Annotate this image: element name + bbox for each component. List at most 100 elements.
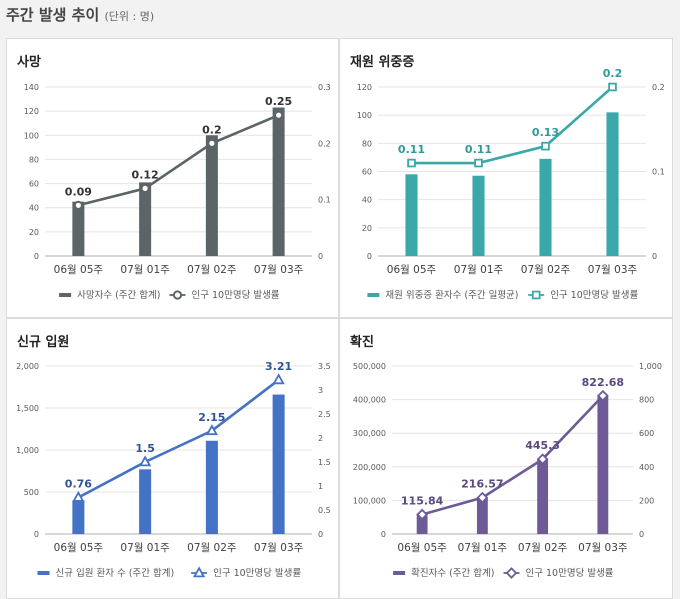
rate-point — [72, 490, 85, 502]
bar — [606, 112, 619, 256]
bar — [205, 440, 218, 534]
bar — [476, 497, 488, 534]
rate-data-label: 0.09 — [65, 185, 92, 198]
legend: 확진자수 (주간 합계) 인구 10만명당 발생률 — [393, 567, 614, 579]
rate-point — [474, 158, 483, 168]
legend-bar-swatch — [367, 293, 380, 297]
left-axis-tick-label: 500,000 — [353, 362, 386, 371]
rate-point — [272, 373, 285, 385]
rate-data-label: 445.3 — [525, 439, 560, 452]
legend-line-label: 인구 10만명당 발생률 — [213, 568, 301, 579]
right-axis-tick-label: 800 — [639, 396, 654, 405]
x-axis-tick-label: 07월 01주 — [120, 542, 170, 554]
bar — [539, 158, 552, 256]
bar — [537, 458, 549, 534]
left-axis-tick-label: 120 — [24, 107, 39, 116]
left-axis-tick-label: 100 — [24, 131, 39, 140]
right-axis-tick-label: 0.2 — [318, 139, 331, 148]
chart-title: 신규 입원 — [17, 335, 70, 350]
left-axis-tick-label: 20 — [362, 224, 372, 233]
chart-deaths: 0 20 40 60 80 100 120 140 0 0.1 0.2 0.3 06월 05주 07월 0… — [24, 83, 331, 301]
bar — [272, 394, 285, 534]
rate-point — [407, 158, 416, 168]
chart-title: 사망 — [17, 55, 41, 70]
x-axis-tick-label: 06월 05주 — [387, 264, 437, 276]
rate-point — [608, 82, 617, 92]
left-axis-tick-label: 80 — [29, 155, 39, 164]
right-axis-tick-label: 600 — [639, 429, 654, 438]
right-axis-tick-label: 400 — [639, 463, 654, 472]
left-axis-tick-label: 0 — [367, 252, 372, 261]
x-axis-tick-label: 07월 02주 — [521, 264, 571, 276]
left-axis-tick-label: 120 — [357, 83, 372, 92]
x-axis-tick-label: 07월 01주 — [120, 264, 170, 276]
legend: 사망자수 (주간 합계) 인구 10만명당 발생률 — [59, 289, 280, 301]
left-axis-tick-label: 140 — [24, 83, 39, 92]
right-axis-tick-label: 0 — [652, 252, 657, 261]
rate-data-label: 822.68 — [582, 376, 624, 389]
rate-data-label: 0.2 — [202, 123, 222, 136]
bar — [472, 175, 485, 256]
right-axis-tick-label: 0 — [639, 530, 644, 539]
bar — [416, 513, 428, 534]
rate-point — [476, 491, 489, 504]
rate-line — [77, 378, 280, 499]
x-axis-tick-label: 06월 05주 — [54, 542, 104, 554]
left-axis-tick-label: 0 — [381, 530, 386, 539]
rate-data-label: 0.13 — [532, 126, 559, 139]
left-axis-tick-label: 0 — [34, 530, 39, 539]
bar — [139, 182, 152, 256]
rate-line — [78, 113, 280, 207]
chart-panel-admissions: 신규 입원 0 500 1,000 1,500 2,000 0 0.5 1 1.5 2 2.5 3 3.… — [6, 318, 339, 599]
right-axis-tick-label: 0 — [318, 252, 323, 261]
legend-bar-swatch — [59, 293, 72, 297]
bar — [597, 395, 609, 534]
right-axis-tick-label: 3 — [318, 386, 323, 395]
rate-line — [421, 394, 604, 516]
bar — [72, 201, 85, 256]
rate-point — [140, 183, 150, 193]
x-axis-tick-label: 06월 05주 — [54, 264, 104, 276]
right-axis-tick-label: 2.5 — [318, 410, 331, 419]
legend-line-label: 인구 10만명당 발생률 — [526, 568, 614, 579]
right-axis-tick-label: 200 — [639, 496, 654, 505]
right-axis-tick-label: 0.3 — [318, 83, 331, 92]
chart-panel-critical: 재원 위중증 0 20 40 60 80 100 120 0 0.1 0.2 06월 05주 07월 … — [339, 38, 673, 318]
x-axis-tick-label: 07월 02주 — [187, 542, 237, 554]
left-axis-tick-label: 60 — [362, 168, 372, 177]
right-axis-tick-label: 0 — [318, 530, 323, 539]
chart-title: 확진 — [350, 335, 374, 350]
legend-line-label: 인구 10만명당 발생률 — [550, 290, 638, 301]
x-axis-tick-label: 07월 02주 — [518, 542, 568, 554]
left-axis-tick-label: 1,000 — [16, 446, 39, 455]
bar — [72, 500, 85, 534]
legend: 신규 입원 환자 수 (주간 합계) 인구 10만명당 발생률 — [37, 566, 301, 579]
left-axis-tick-label: 40 — [29, 204, 39, 213]
legend-bar-swatch — [393, 571, 406, 575]
rate-data-label: 0.25 — [265, 95, 292, 108]
x-axis-tick-label: 07월 03주 — [254, 264, 304, 276]
rate-data-label: 0.11 — [465, 143, 492, 156]
right-axis-tick-label: 1 — [318, 482, 323, 491]
rate-data-label: 1.5 — [135, 442, 155, 455]
x-axis-tick-label: 07월 01주 — [458, 542, 508, 554]
x-axis-tick-label: 07월 02주 — [187, 264, 237, 276]
rate-point — [416, 508, 428, 521]
rate-data-label: 216.57 — [461, 478, 503, 491]
legend-line-label: 인구 10만명당 발생률 — [192, 290, 280, 301]
left-axis-tick-label: 1,500 — [16, 404, 39, 413]
rate-data-label: 0.11 — [398, 143, 425, 156]
legend: 재원 위중증 환자수 (주간 일평균) 인구 10만명당 발생률 — [367, 289, 639, 301]
rate-data-label: 0.76 — [65, 478, 92, 491]
left-axis-tick-label: 200,000 — [353, 463, 386, 472]
rate-data-label: 115.84 — [401, 495, 444, 508]
legend-line-marker — [172, 290, 183, 300]
legend-bar-label: 사망자수 (주간 합계) — [77, 289, 160, 301]
chart-critical: 0 20 40 60 80 100 120 0 0.1 0.2 06월 05주 07월 01주 07월 … — [357, 67, 665, 301]
rate-point — [541, 141, 550, 151]
rate-data-label: 0.2 — [603, 67, 623, 80]
rate-point — [73, 200, 83, 210]
chart-cases: 0 100,000 200,000 300,000 400,000 500,000 0 200… — [353, 362, 662, 579]
legend-bar-label: 재원 위중증 환자수 (주간 일평균) — [385, 289, 518, 301]
right-axis-tick-label: 0.5 — [318, 506, 331, 515]
